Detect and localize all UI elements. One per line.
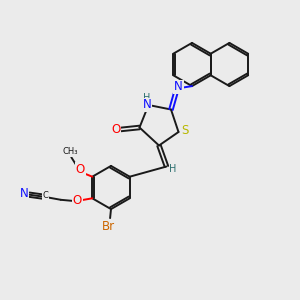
Text: O: O (73, 194, 82, 207)
Text: C: C (43, 191, 49, 200)
Text: O: O (111, 123, 120, 136)
Text: N: N (142, 98, 152, 112)
Text: O: O (76, 163, 85, 176)
Text: Br: Br (102, 220, 116, 233)
Text: S: S (182, 124, 189, 137)
Text: H: H (143, 93, 151, 103)
Text: N: N (174, 80, 183, 94)
Text: CH₃: CH₃ (62, 147, 77, 156)
Text: N: N (20, 187, 28, 200)
Text: H: H (169, 164, 177, 174)
